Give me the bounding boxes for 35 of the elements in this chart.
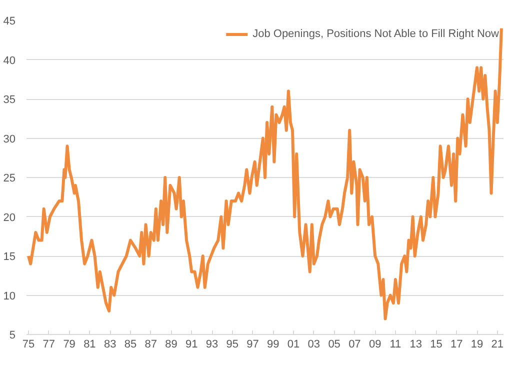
y-tick-label: 10: [3, 290, 16, 302]
x-tick-label: 85: [124, 338, 137, 350]
x-tick-label: 11: [390, 338, 402, 350]
y-tick-label: 5: [9, 330, 16, 342]
x-tick-label: 81: [84, 338, 96, 350]
y-tick-label: 35: [3, 94, 16, 106]
x-tick-label: 77: [42, 338, 56, 350]
x-tick-label: 93: [206, 338, 218, 350]
x-tick-label: 97: [246, 338, 259, 350]
x-tick-label: 21: [491, 338, 504, 350]
y-tick-label: 40: [3, 54, 16, 67]
y-tick-label: 20: [3, 212, 16, 224]
x-tick-label: 13: [410, 338, 422, 350]
line-series: [27, 26, 503, 320]
y-tick-label: 25: [3, 172, 16, 184]
x-tick-label: 91: [186, 338, 198, 350]
x-tick-label: 83: [104, 338, 116, 350]
x-tick-label: 87: [144, 338, 157, 350]
x-tick-label: 03: [308, 338, 320, 350]
x-tick-label: 75: [22, 338, 35, 350]
x-tick-label: 95: [226, 338, 239, 350]
x-tick-label: 09: [368, 338, 382, 350]
legend-label: Job Openings, Positions Not Able to Fill Right Now: [252, 28, 499, 40]
y-tick-label: 30: [3, 133, 16, 146]
x-tick-label: 19: [470, 338, 484, 350]
x-tick-label: 15: [430, 338, 442, 350]
y-tick-label: 45: [3, 16, 16, 28]
x-tick-label: 89: [165, 338, 178, 350]
x-tick-label: 01: [287, 338, 300, 350]
x-tick-label: 05: [328, 338, 340, 350]
x-tick-label: 99: [267, 338, 280, 350]
x-tick-label: 79: [63, 338, 76, 350]
x-tick-label: 07: [348, 338, 361, 350]
y-tick-label: 15: [3, 251, 16, 263]
x-tick-label: 17: [450, 338, 463, 350]
